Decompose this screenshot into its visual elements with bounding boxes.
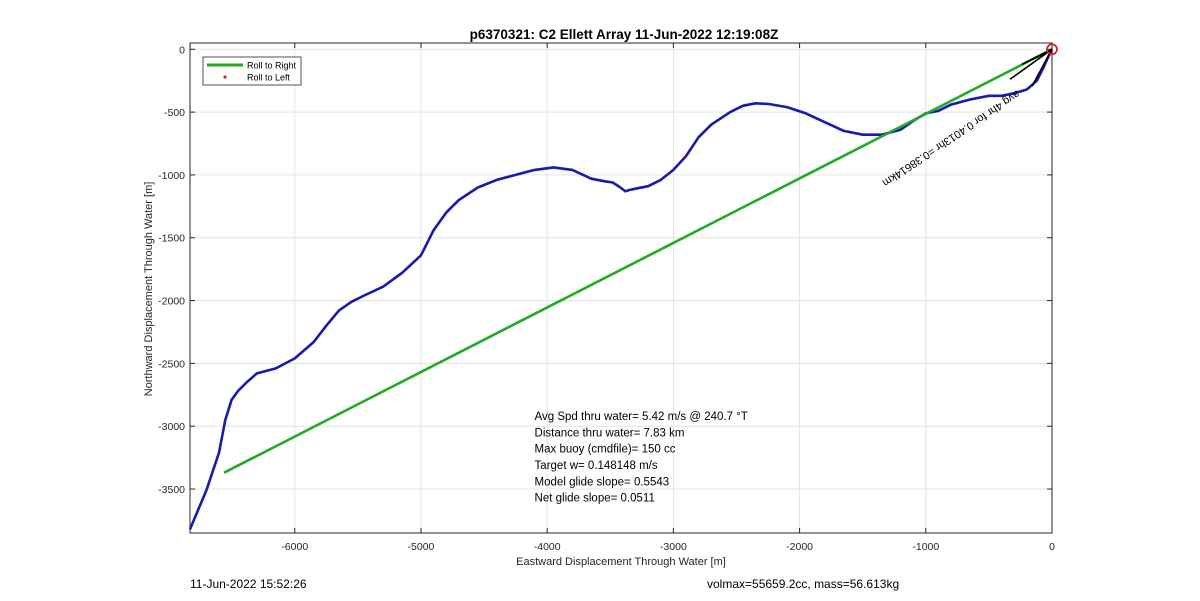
rotated-average-label: avg 4hr for 0.4013hr =0.38614km — [880, 88, 1022, 189]
stats-annotation: Distance thru water= 7.83 km — [535, 427, 685, 439]
grid-lines — [190, 43, 1053, 533]
series-line-roll-right — [223, 48, 1053, 474]
x-tick-label: -4000 — [534, 541, 561, 553]
x-tick-label: -2000 — [786, 541, 813, 553]
chart-title: p6370321: C2 Ellett Array 11-Jun-2022 12… — [470, 27, 779, 42]
x-axis-label: Eastward Displacement Through Water [m] — [516, 556, 726, 568]
footer-stats: volmax=55659.2cc, mass=56.613kg — [707, 577, 900, 591]
y-tick-label: -1000 — [158, 170, 185, 182]
y-axis-label: Northward Displacement Through Water [m] — [143, 182, 155, 397]
legend-swatch-roll-left — [223, 75, 227, 79]
y-tick-label: -500 — [164, 107, 185, 119]
y-tick-label: -2000 — [158, 296, 185, 308]
y-tick-label: -1500 — [158, 233, 185, 245]
legend-label-roll-left: Roll to Left — [247, 73, 291, 83]
y-tick-label: -2500 — [158, 358, 185, 370]
axes-box — [189, 42, 1053, 534]
legend: Roll to Right Roll to Left — [202, 56, 302, 86]
series-line-track — [188, 48, 1054, 530]
x-tick-label: -1000 — [912, 541, 939, 553]
y-tick-label: 0 — [179, 44, 185, 56]
stats-annotation: Avg Spd thru water= 5.42 m/s @ 240.7 °T — [535, 411, 748, 423]
heading-spoke — [1031, 48, 1053, 87]
y-tick-label: -3000 — [158, 421, 185, 433]
legend-box — [202, 56, 302, 86]
footer-timestamp: 11-Jun-2022 15:52:26 — [190, 577, 307, 591]
x-tick-label: -6000 — [281, 541, 308, 553]
y-tick-label: -3500 — [158, 484, 185, 496]
x-tick-label: -3000 — [660, 541, 687, 553]
axis-ticks: -6000 -5000 -4000 -3000 -2000 -1000 0 0 -500 -100… — [158, 43, 1055, 553]
heading-spoke — [1009, 48, 1053, 80]
x-tick-label: -5000 — [408, 541, 435, 553]
annotation-layer: Avg Spd thru water= 5.42 m/s @ 240.7 °T D… — [535, 88, 1022, 505]
stats-annotation: Model glide slope= 0.5543 — [535, 476, 670, 488]
legend-label-roll-right: Roll to Right — [247, 61, 297, 71]
x-tick-label: 0 — [1049, 541, 1055, 553]
stats-annotation: Max buoy (cmdfile)= 150 cc — [535, 444, 676, 456]
stats-annotation: Net glide slope= 0.0511 — [535, 493, 655, 505]
series-layer — [188, 43, 1058, 530]
stats-annotation: Target w= 0.148148 m/s — [535, 460, 658, 472]
end-point-marker — [1046, 43, 1058, 56]
